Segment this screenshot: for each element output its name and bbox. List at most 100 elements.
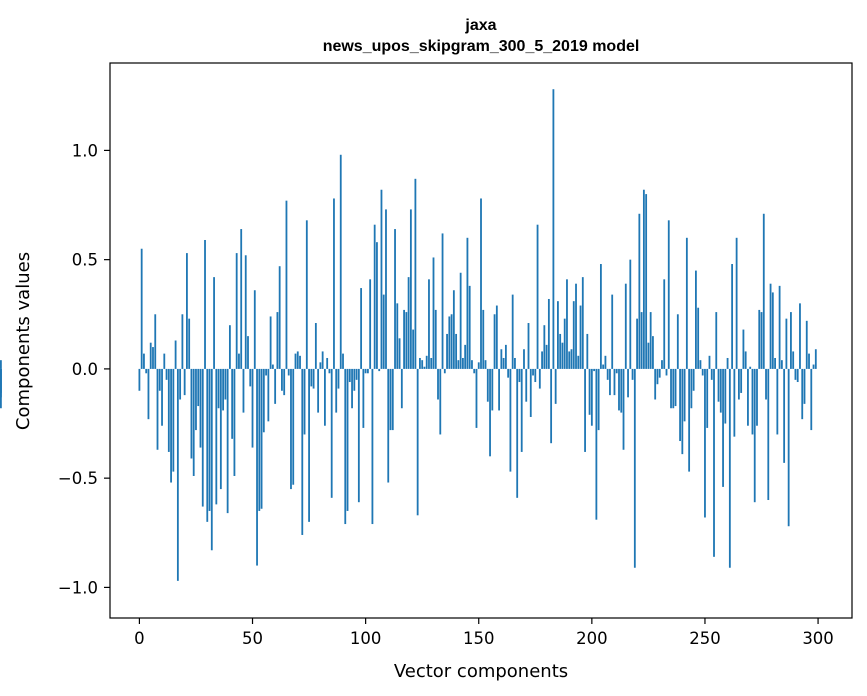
bar-86: [333, 198, 335, 369]
plot-frame: [109, 62, 853, 619]
bar-73: [303, 368, 306, 435]
bar-131: [434, 309, 437, 369]
bar-14: [170, 368, 172, 483]
bar-164: [509, 368, 512, 472]
bar-0: [138, 368, 141, 391]
bar-104: [373, 224, 376, 369]
bar-207: [606, 368, 609, 380]
bar-134: [441, 233, 444, 369]
bar-series: [0, 89, 817, 581]
bar-96: [355, 368, 358, 380]
x-tick-label-1: 50: [242, 629, 263, 648]
bar-248: [699, 360, 702, 369]
bar-247: [697, 307, 700, 369]
bar-94: [351, 368, 353, 409]
bar-170: [523, 349, 525, 369]
bar-254: [713, 368, 715, 557]
bar-10: [161, 368, 163, 426]
bar-167: [516, 368, 519, 498]
bar-185: [557, 301, 559, 369]
bar-189: [566, 279, 568, 369]
bar-79: [317, 368, 320, 413]
bar-255: [715, 312, 718, 369]
bar-113: [394, 229, 396, 369]
bar-224: [645, 194, 648, 369]
bar-21: [186, 253, 188, 369]
bar-203: [597, 368, 600, 431]
bar-140: [455, 333, 458, 369]
bar-261: [728, 368, 731, 568]
bar-292: [799, 303, 801, 369]
bar-138: [450, 314, 453, 369]
bar-39: [226, 368, 229, 514]
bar-102: [369, 279, 372, 369]
bar-214: [622, 368, 625, 450]
bar-81: [321, 351, 324, 369]
bar-136: [446, 333, 448, 369]
bar-264: [735, 237, 738, 369]
bar-55: [262, 368, 265, 433]
bar-290: [794, 368, 797, 380]
bar-29: [204, 239, 206, 369]
bar-265: [737, 368, 740, 400]
bar-123: [416, 368, 419, 516]
bar-154: [486, 368, 489, 402]
bar-180: [545, 344, 548, 369]
bar-296: [808, 353, 810, 369]
bar-186: [559, 333, 562, 369]
bar-80: [319, 362, 322, 369]
bar-176: [536, 224, 539, 369]
bar-119: [407, 277, 410, 369]
bar-99: [362, 368, 365, 428]
bar-133: [439, 368, 442, 435]
bar-82: [324, 368, 326, 426]
bar-42: [233, 368, 236, 476]
bar-2: [143, 353, 145, 369]
bar-263: [733, 368, 736, 437]
bar-270: [749, 366, 752, 369]
bar-235: [670, 368, 672, 409]
bar-83: [326, 357, 329, 369]
bar-101: [366, 368, 369, 374]
bar-240: [681, 368, 684, 455]
bar-97: [357, 368, 360, 503]
bar-243: [688, 368, 691, 472]
bar-30: [206, 368, 209, 522]
bar-253: [710, 368, 713, 380]
bar-56: [265, 368, 267, 376]
bar-299: [814, 349, 817, 369]
bar-6: [152, 347, 154, 369]
bar-174: [532, 368, 534, 376]
bar-45: [240, 229, 243, 369]
bar-71: [299, 355, 301, 369]
x-axis: 0 50 100 150 200 250 300: [134, 618, 834, 648]
x-tick-label-0: 0: [134, 629, 145, 648]
bar-135: [443, 368, 446, 374]
bar-258: [722, 368, 724, 487]
bar-89: [339, 154, 342, 369]
bar-8: [156, 368, 159, 450]
bar-149: [475, 368, 478, 428]
bar-271: [751, 368, 754, 435]
bar-209: [611, 294, 614, 369]
bar-98: [360, 288, 363, 369]
bar-259: [724, 368, 727, 424]
bar-183: [552, 89, 555, 369]
bar-37: [222, 368, 225, 411]
bar-58: [269, 316, 272, 369]
bar-70: [296, 351, 299, 369]
bar-15: [172, 368, 175, 472]
bar-239: [679, 368, 681, 442]
bar-244: [690, 368, 693, 409]
bar-72: [301, 368, 304, 535]
bar-303: [0, 368, 2, 398]
bar-166: [514, 357, 516, 369]
bar-108: [382, 294, 385, 369]
bar-281: [774, 357, 776, 369]
bar-249: [701, 368, 704, 376]
bar-26: [197, 368, 200, 407]
x-tick-label-5: 250: [689, 629, 721, 648]
bar-65: [285, 200, 288, 369]
bar-124: [419, 357, 421, 369]
